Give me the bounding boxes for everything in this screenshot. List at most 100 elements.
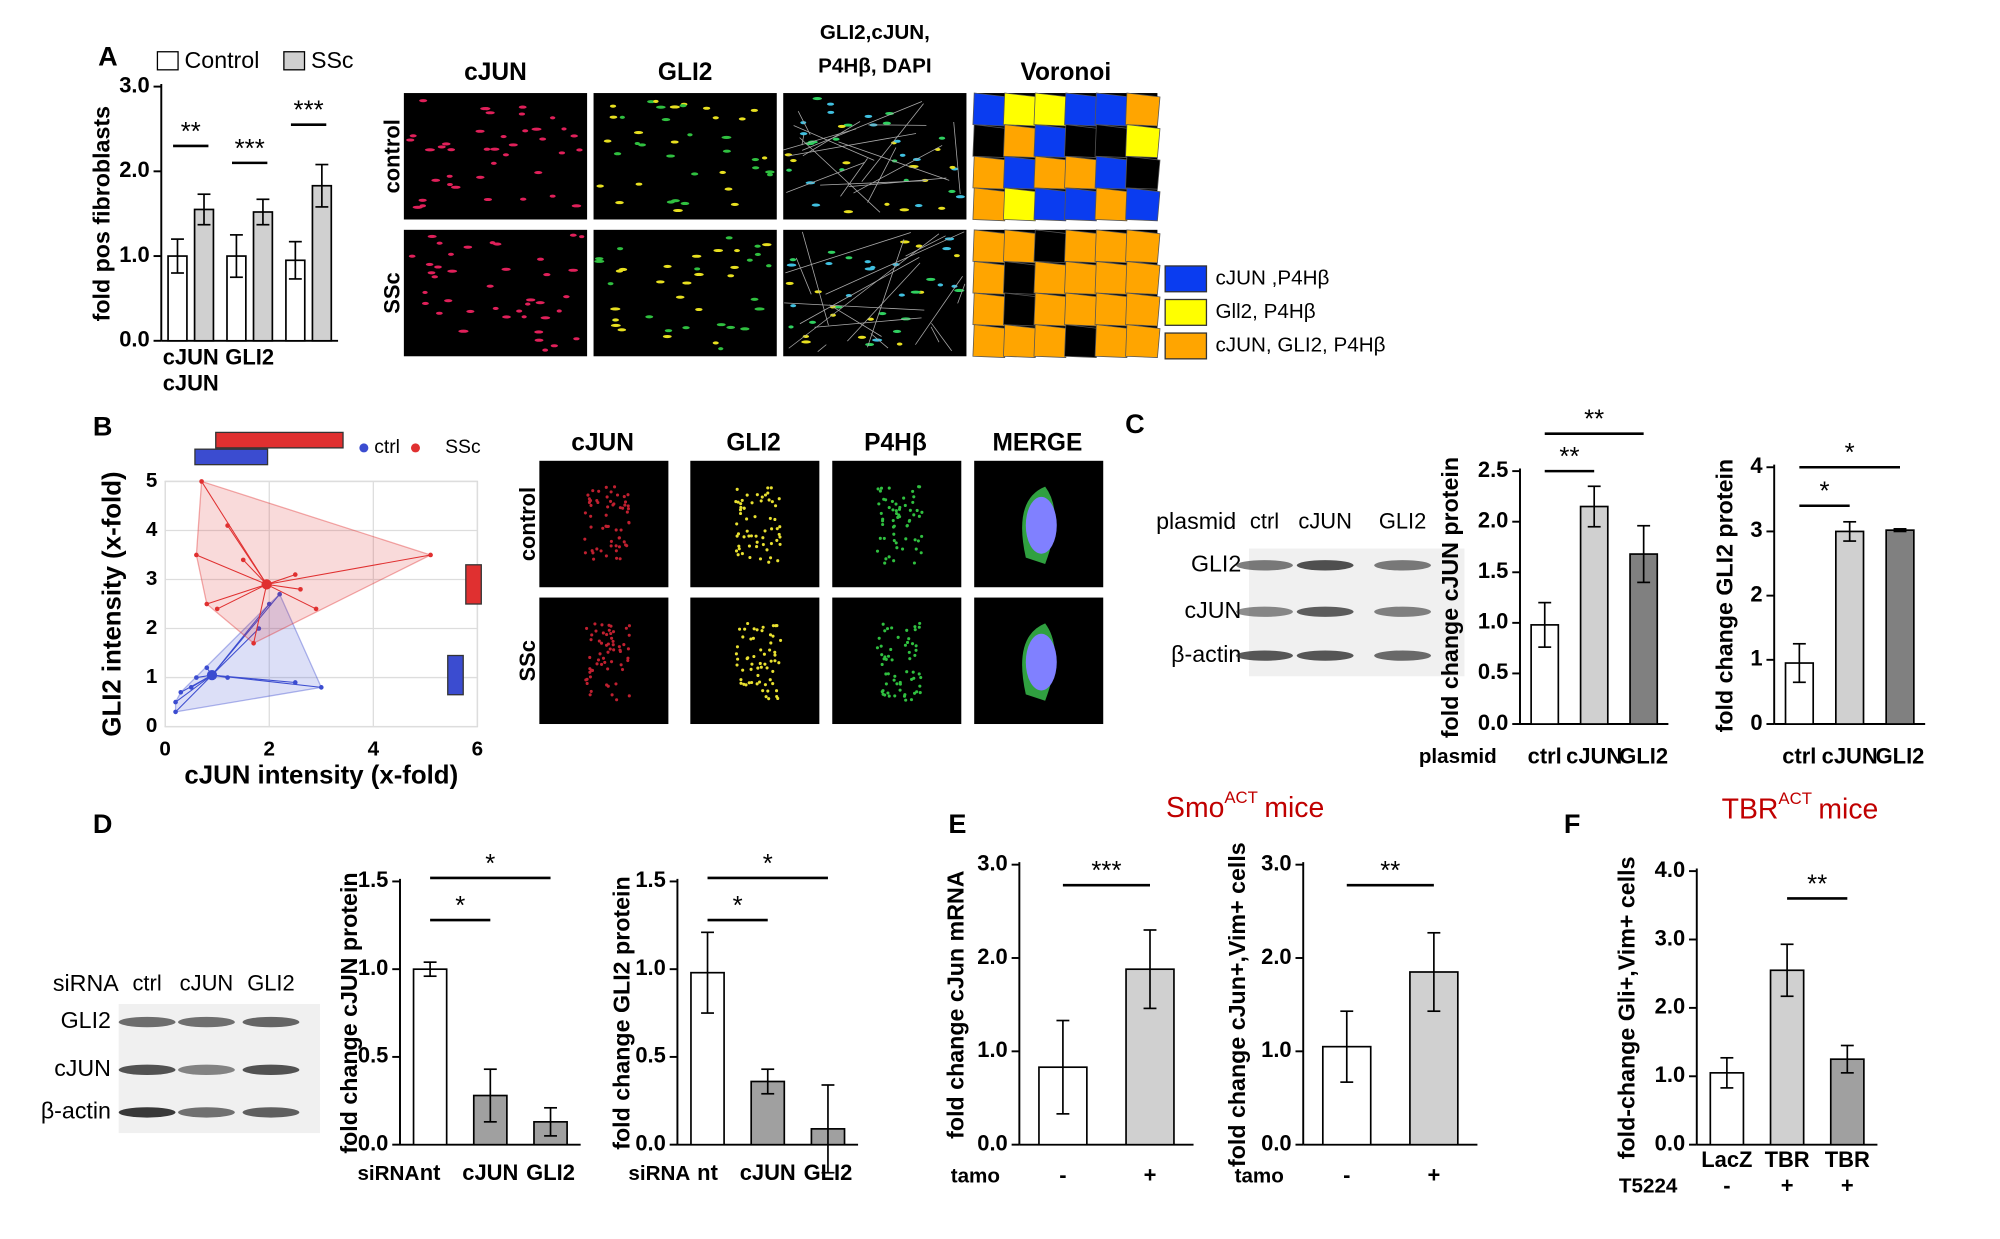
cell-signal xyxy=(902,496,906,500)
cell-signal xyxy=(760,629,764,633)
blot-label: plasmid xyxy=(1156,508,1236,534)
cell-signal xyxy=(598,652,602,656)
cell-signal xyxy=(600,623,604,627)
cell-signal xyxy=(501,267,511,271)
x-row-label: siRNA xyxy=(357,1162,419,1185)
cell-signal xyxy=(763,683,767,687)
column-header: P4Hβ, DAPI xyxy=(818,55,931,78)
cell-signal xyxy=(605,683,609,687)
cell-signal xyxy=(761,536,765,540)
cell-signal xyxy=(592,557,596,561)
voronoi-cell xyxy=(972,292,1008,327)
spoke xyxy=(211,628,260,676)
cell-signal xyxy=(896,342,903,346)
cell-signal xyxy=(754,534,758,538)
y-tick-label: 1.0 xyxy=(635,955,665,980)
cell-signal xyxy=(908,657,912,661)
cell-signal xyxy=(518,105,527,109)
cell-signal xyxy=(609,539,613,543)
blot-band xyxy=(1236,606,1293,617)
cell-signal xyxy=(617,545,621,549)
significance-label: ** xyxy=(1559,443,1579,471)
cell-signal xyxy=(609,104,617,108)
cell-signal xyxy=(735,663,739,667)
cell-signal xyxy=(691,254,702,258)
cell-signal xyxy=(769,486,773,490)
nucleus xyxy=(1025,496,1057,554)
voronoi-edge xyxy=(825,231,965,295)
point xyxy=(277,591,282,597)
cell-signal xyxy=(773,650,777,654)
cell-signal xyxy=(610,307,621,311)
bar xyxy=(193,208,215,342)
bar xyxy=(311,184,333,342)
cell-signal xyxy=(525,302,531,306)
cell-signal xyxy=(615,698,619,702)
cell-signal xyxy=(594,259,605,263)
cell-signal xyxy=(571,204,582,208)
panel-label: C xyxy=(1125,408,1145,439)
x-tick-label: cJUN xyxy=(740,1160,796,1185)
cell-signal xyxy=(739,502,743,506)
cell-signal xyxy=(739,505,743,510)
point xyxy=(188,685,194,690)
cell-signal xyxy=(610,693,614,697)
voronoi-edge xyxy=(957,283,966,304)
cell-signal xyxy=(626,647,630,651)
cell-signal xyxy=(814,290,822,294)
x-tick-label: 4 xyxy=(368,737,380,760)
cell-signal xyxy=(754,307,765,311)
spoke xyxy=(216,583,267,610)
cell-signal xyxy=(583,537,587,541)
cell-signal xyxy=(601,631,605,635)
blot-band xyxy=(1374,606,1431,617)
x-row-label: tamo xyxy=(1235,1164,1284,1187)
cell-signal xyxy=(599,641,604,645)
cell-signal xyxy=(568,268,579,272)
cell-signal xyxy=(786,168,792,172)
cell-signal xyxy=(837,124,846,128)
cell-signal xyxy=(881,692,885,696)
y-tick-label: 3.0 xyxy=(119,72,149,97)
voronoi-cell xyxy=(1003,229,1039,264)
cell-signal xyxy=(766,264,772,268)
marginal-box xyxy=(465,564,482,605)
y-tick-label: 0.0 xyxy=(1478,710,1508,735)
cell-signal xyxy=(500,135,507,139)
cell-signal xyxy=(755,545,759,549)
cell-signal xyxy=(948,189,956,193)
cell-signal xyxy=(756,666,760,670)
cell-signal xyxy=(691,172,699,176)
cell-signal xyxy=(622,495,626,499)
y-tick-label: 5 xyxy=(146,469,157,492)
cell-signal xyxy=(737,544,741,548)
cell-signal xyxy=(741,668,745,672)
y-axis-label: GLI2 intensity (x-fold) xyxy=(98,471,126,736)
x-tick-label: ctrl xyxy=(1528,743,1562,768)
cell-signal xyxy=(742,506,746,510)
row-label: cJUN xyxy=(54,1055,111,1081)
cell-signal xyxy=(508,143,518,147)
cell-signal xyxy=(735,487,739,491)
cell-signal xyxy=(450,185,461,189)
cell-signal xyxy=(761,156,768,160)
point xyxy=(225,523,230,528)
cell-signal xyxy=(881,622,885,626)
cell-signal xyxy=(604,485,608,489)
cell-signal xyxy=(635,182,643,186)
cell-signal xyxy=(747,534,751,538)
cell-signal xyxy=(608,647,612,651)
cell-signal xyxy=(627,694,631,698)
cell-signal xyxy=(716,323,726,327)
cell-signal xyxy=(489,241,496,245)
cell-signal xyxy=(627,521,631,525)
cell-signal xyxy=(864,260,871,264)
voronoi-cell xyxy=(1033,229,1069,264)
cell-signal xyxy=(887,555,891,559)
panel-label: F xyxy=(1564,808,1581,839)
cell-signal xyxy=(919,676,923,680)
cell-signal xyxy=(576,148,583,152)
cell-signal xyxy=(727,274,735,278)
voronoi-cell xyxy=(1003,92,1039,127)
column-header: P4Hβ xyxy=(864,429,927,456)
